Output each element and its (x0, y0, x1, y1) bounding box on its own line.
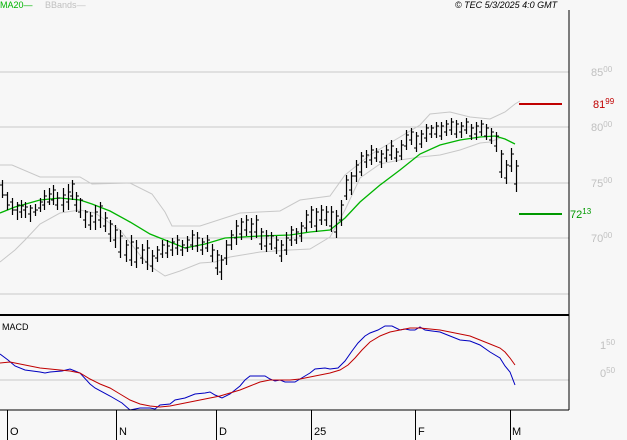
x-label-2025: 25 (314, 426, 327, 438)
chart-legend: MA20— BBands— (0, 0, 86, 10)
price-label-8000: 8000 (591, 120, 613, 134)
resistance-label: 8199 (593, 97, 615, 111)
macd-panel-title: MACD (2, 322, 29, 332)
x-label-mar: M (512, 426, 522, 438)
macd-lines (0, 325, 516, 411)
macd-label-0-50: 050 (600, 366, 616, 380)
legend-bbands[interactable]: BBands— (45, 0, 86, 10)
chart-frame (0, 10, 570, 440)
bollinger-bands (0, 100, 521, 277)
price-label-7000: 7000 (591, 231, 613, 245)
legend-ma20[interactable]: MA20— (0, 0, 33, 10)
x-label-oct: O (10, 426, 19, 438)
ma20-line (0, 135, 516, 249)
price-label-7500: 7500 (591, 176, 613, 190)
macd-label-1-50: 150 (600, 338, 616, 352)
x-label-dec: D (219, 426, 227, 438)
ohlc-bars (0, 118, 519, 280)
support-label: 7213 (570, 207, 592, 221)
price-level-markers (519, 103, 562, 215)
copyright-timestamp: © TEC 5/3/2025 4:0 GMT (455, 0, 558, 10)
x-label-nov: N (119, 426, 127, 438)
price-label-8500: 8500 (591, 65, 613, 79)
x-label-feb: F (418, 426, 425, 438)
